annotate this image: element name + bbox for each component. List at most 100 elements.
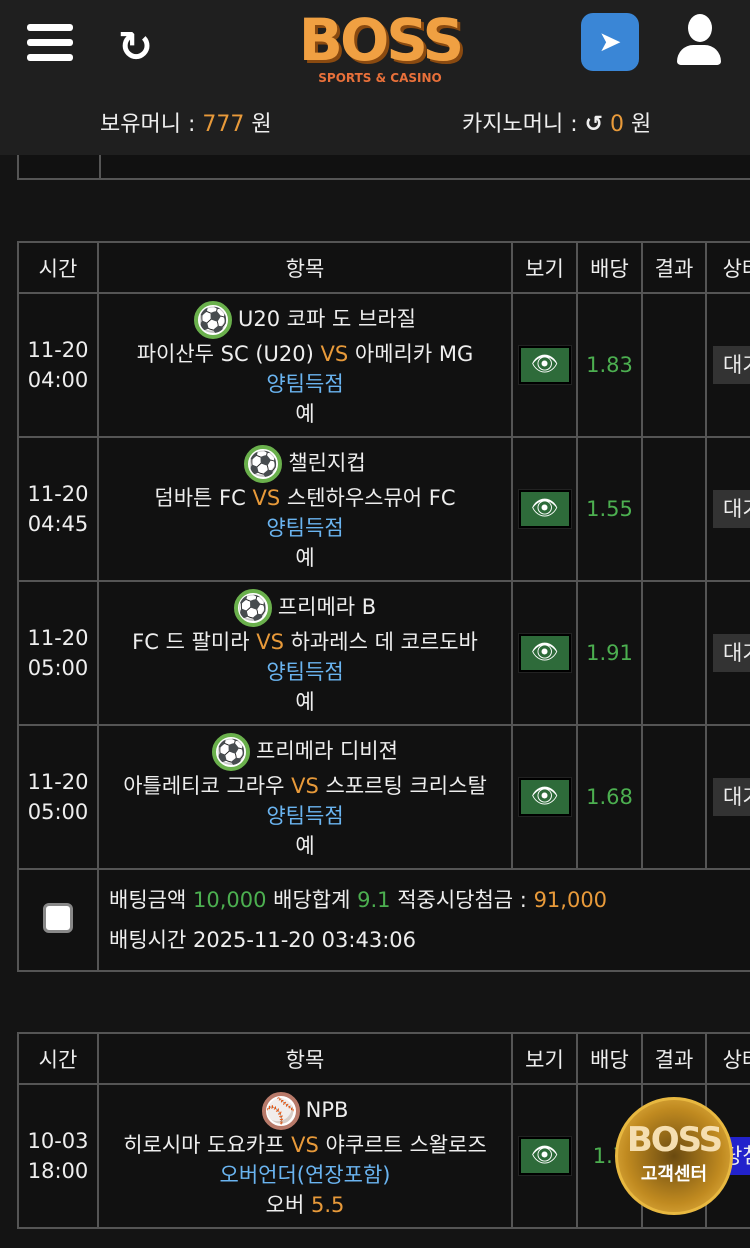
home-team: 아틀레티코 그라우 — [123, 774, 285, 798]
result-cell — [641, 724, 707, 870]
support-label: 고객센터 — [640, 1164, 708, 1185]
match-time: 04:45 — [27, 512, 89, 536]
summary-win: 91,000 — [533, 888, 608, 912]
vs-label: VS — [291, 1133, 319, 1157]
eye-icon[interactable]: 👁 — [517, 345, 572, 385]
pick-value: 5.5 — [310, 1193, 345, 1217]
soccer-icon: ⚽ — [212, 733, 251, 771]
league-name: 프리메라 디비젼 — [256, 739, 398, 763]
league-name: 프리메라 B — [277, 595, 377, 619]
vs-label: VS — [291, 774, 319, 798]
currency: 원 — [631, 112, 652, 137]
home-team: FC 드 팔미라 — [132, 630, 250, 654]
item-cell: ⚾ NPB 히로시마 도요카프 VS 야쿠르트 스왈로즈 오버언더(연장포함) 오버 5… — [97, 1083, 513, 1229]
summary-win-label: 적중시당첨금 : — [397, 888, 527, 912]
item-cell: ⚽ 프리메라 디비젼 아틀레티코 그라우 VS 스포르팅 크리스탈 양팀득점 예 — [97, 724, 513, 870]
telegram-icon[interactable]: ➤ — [581, 13, 639, 71]
odds-cell: 1.55 — [576, 436, 643, 582]
menu-icon[interactable] — [27, 24, 73, 62]
eye-icon[interactable]: 👁 — [517, 1136, 572, 1176]
table-row: 11-20 04:45 ⚽ 챌린지컵 덤바튼 FC VS 스텐하우스뮤어 FC 양팀득점 예… — [17, 436, 750, 582]
time-cell: 11-20 04:00 — [17, 292, 99, 438]
match-time: 05:00 — [27, 800, 89, 824]
view-cell: 👁 — [511, 1083, 578, 1229]
table-header: 시간항목보기배당결과상태 — [17, 241, 750, 294]
status-badge: 대기 — [713, 490, 750, 528]
table-row: 11-20 05:00 ⚽ 프리메라 B FC 드 팔미라 VS 하과레스 데 코르도바… — [17, 580, 750, 726]
odds-cell: 1.68 — [576, 724, 643, 870]
pick: 예 — [295, 546, 315, 570]
league-name: U20 코파 도 브라질 — [237, 307, 417, 331]
away-team: 스포르팅 크리스탈 — [325, 774, 487, 798]
match-date: 10-03 — [27, 1129, 89, 1153]
support-logo: BOSS — [626, 1120, 723, 1160]
summary-odds: 9.1 — [357, 888, 391, 912]
pick: 예 — [295, 402, 315, 426]
odds-cell: 1.83 — [576, 292, 643, 438]
match-date: 11-20 — [27, 338, 89, 362]
home-team: 파이산두 SC (U20) — [136, 342, 314, 366]
column-header: 보기 — [511, 241, 578, 294]
casino-refresh-icon[interactable]: ↺ — [584, 112, 604, 137]
currency: 원 — [251, 112, 272, 137]
summary-time: 2025-11-20 03:43:06 — [192, 928, 417, 952]
vs-label: VS — [256, 630, 284, 654]
eye-icon[interactable]: 👁 — [517, 489, 572, 529]
column-header: 배당 — [576, 241, 643, 294]
status-cell: 대기 — [705, 580, 750, 726]
vs-label: VS — [252, 486, 281, 510]
market-name: 양팀득점 — [266, 372, 344, 396]
match-date: 11-20 — [27, 482, 89, 506]
select-cell — [17, 868, 99, 972]
status-cell: 대기 — [705, 436, 750, 582]
match-time: 05:00 — [27, 656, 89, 680]
logo-text: BOSS — [298, 6, 464, 74]
view-cell: 👁 — [511, 724, 578, 870]
league-name: 챌린지컵 — [288, 451, 366, 475]
logo[interactable]: BOSS SPORTS & CASINO — [275, 5, 485, 95]
match-time: 18:00 — [27, 1159, 89, 1183]
balance-value: 777 — [202, 112, 245, 137]
home-team: 덤바튼 FC — [154, 486, 246, 510]
vs-label: VS — [320, 342, 349, 366]
column-header: 상태 — [705, 1032, 750, 1085]
column-header: 항목 — [97, 1032, 513, 1085]
time-cell: 11-20 05:00 — [17, 580, 99, 726]
time-cell: 11-20 04:45 — [17, 436, 99, 582]
item-cell: ⚽ 챌린지컵 덤바튼 FC VS 스텐하우스뮤어 FC 양팀득점 예 — [97, 436, 513, 582]
time-cell: 10-03 18:00 — [17, 1083, 99, 1229]
summary-cell: 배팅금액 10,000 배당합계 9.1 적중시당첨금 : 91,000 배팅시… — [97, 868, 750, 972]
table-header: 시간항목보기배당결과상태 — [17, 1032, 750, 1085]
odds-cell: 1.91 — [576, 580, 643, 726]
away-team: 아메리카 MG — [354, 342, 474, 366]
time-cell: 11-20 05:00 — [17, 724, 99, 870]
match-date: 11-20 — [27, 626, 89, 650]
column-header: 결과 — [641, 1032, 707, 1085]
column-header: 상태 — [705, 241, 750, 294]
summary-time-label: 배팅시간 — [109, 928, 187, 952]
status-cell: 대기 — [705, 724, 750, 870]
casino-balance: 카지노머니 : ↺ 0 원 — [462, 106, 651, 138]
pick: 오버 — [265, 1193, 305, 1217]
summary-amount-label: 배팅금액 — [109, 888, 187, 912]
column-header: 시간 — [17, 241, 99, 294]
column-header: 시간 — [17, 1032, 99, 1085]
refresh-icon[interactable]: ↻ — [118, 22, 154, 71]
item-cell: ⚽ 프리메라 B FC 드 팔미라 VS 하과레스 데 코르도바 양팀득점 예 — [97, 580, 513, 726]
user-icon[interactable] — [677, 14, 723, 66]
soccer-icon: ⚽ — [193, 301, 232, 339]
eye-icon[interactable]: 👁 — [517, 777, 572, 817]
select-checkbox[interactable] — [43, 902, 73, 933]
column-header: 보기 — [511, 1032, 578, 1085]
view-cell: 👁 — [511, 292, 578, 438]
balance-label: 보유머니 : — [100, 112, 196, 137]
customer-service-button[interactable]: BOSS 고객센터 — [615, 1097, 733, 1215]
eye-icon[interactable]: 👁 — [517, 633, 572, 673]
column-header: 결과 — [641, 241, 707, 294]
away-team: 하과레스 데 코르도바 — [290, 630, 478, 654]
market-name: 양팀득점 — [266, 516, 344, 540]
casino-balance-label: 카지노머니 : — [462, 112, 578, 137]
